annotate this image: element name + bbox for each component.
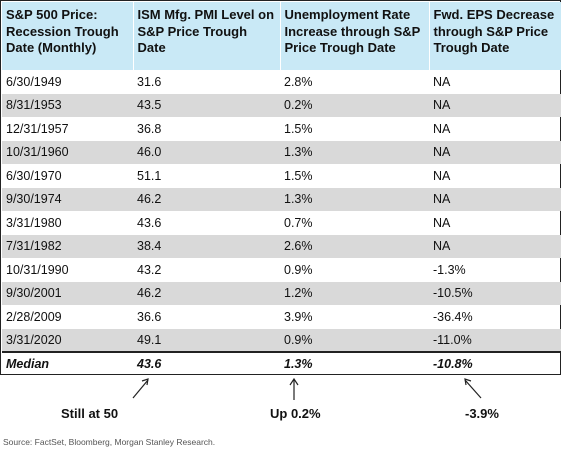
header-trough-date: S&P 500 Price: Recession Trough Date (Mo…: [2, 2, 134, 70]
cell-pmi: 46.0: [133, 140, 280, 164]
cell-date: 6/30/1949: [6, 74, 62, 89]
cell-date: 3/31/2020: [2, 328, 133, 352]
annotation-unemployment: Up 0.2%: [270, 406, 321, 421]
table-row: 9/30/2001 46.2 1.2% -10.5%: [2, 281, 561, 305]
cell-eps: -1.3%: [433, 262, 466, 277]
cell-pmi: 36.8: [137, 121, 162, 136]
median-pmi: 43.6: [133, 351, 280, 374]
table-row: 7/31/1982 38.4 2.6% NA: [2, 234, 561, 258]
table-row: 6/30/1949 31.6 2.8% NA: [2, 70, 561, 94]
table-row: 8/31/1953 43.5 0.2% NA: [2, 93, 561, 117]
cell-unemployment: 1.3%: [280, 187, 429, 211]
cell-unemployment: 2.8%: [284, 74, 313, 89]
cell-pmi: 43.6: [137, 215, 162, 230]
cell-date: 3/31/1980: [6, 215, 62, 230]
table-row: 3/31/1980 43.6 0.7% NA: [2, 211, 561, 235]
median-eps: -10.8%: [429, 351, 561, 374]
cell-pmi: 46.2: [133, 281, 280, 305]
cell-pmi: 38.4: [133, 234, 280, 258]
recession-trough-table: S&P 500 Price: Recession Trough Date (Mo…: [2, 2, 561, 374]
cell-eps: -11.0%: [429, 328, 561, 352]
median-label: Median: [2, 351, 133, 374]
header-fwd-eps: Fwd. EPS Decrease through S&P Price Trou…: [429, 2, 561, 70]
annotation-pmi: Still at 50: [61, 406, 119, 421]
cell-pmi: 51.1: [137, 168, 162, 183]
median-row: Median 43.6 1.3% -10.8%: [2, 351, 561, 374]
cell-date: 7/31/1982: [2, 234, 133, 258]
median-unemployment: 1.3%: [280, 351, 429, 374]
cell-eps: NA: [433, 121, 451, 136]
table-row: 6/30/1970 51.1 1.5% NA: [2, 164, 561, 188]
cell-date: 10/31/1960: [2, 140, 133, 164]
header-unemployment: Unemployment Rate Increase through S&P P…: [280, 2, 430, 70]
cell-eps: NA: [429, 93, 561, 117]
cell-pmi: 46.2: [133, 187, 280, 211]
header-row: S&P 500 Price: Recession Trough Date (Mo…: [2, 2, 561, 70]
cell-unemployment: 1.5%: [284, 121, 313, 136]
cell-eps: NA: [433, 168, 451, 183]
cell-unemployment: 1.2%: [280, 281, 429, 305]
cell-pmi: 43.5: [133, 93, 280, 117]
cell-date: 2/28/2009: [6, 309, 62, 324]
cell-pmi: 43.2: [137, 262, 162, 277]
cell-pmi: 49.1: [133, 328, 280, 352]
cell-date: 10/31/1990: [6, 262, 69, 277]
table-row: 9/30/1974 46.2 1.3% NA: [2, 187, 561, 211]
cell-eps: NA: [429, 234, 561, 258]
cell-eps: -10.5%: [429, 281, 561, 305]
table-row: 2/28/2009 36.6 3.9% -36.4%: [2, 305, 561, 329]
table-frame: S&P 500 Price: Recession Trough Date (Mo…: [0, 0, 561, 375]
cell-unemployment: 3.9%: [284, 309, 313, 324]
cell-date: 8/31/1953: [2, 93, 133, 117]
cell-unemployment: 0.7%: [284, 215, 313, 230]
cell-unemployment: 1.3%: [280, 140, 429, 164]
table-row: 12/31/1957 36.8 1.5% NA: [2, 117, 561, 141]
table-row: 3/31/2020 49.1 0.9% -11.0%: [2, 328, 561, 352]
cell-eps: NA: [433, 74, 451, 89]
cell-eps: NA: [429, 187, 561, 211]
cell-unemployment: 1.5%: [284, 168, 313, 183]
cell-date: 9/30/2001: [2, 281, 133, 305]
cell-date: 6/30/1970: [6, 168, 62, 183]
cell-pmi: 31.6: [137, 74, 162, 89]
cell-unemployment: 0.2%: [280, 93, 429, 117]
table-row: 10/31/1960 46.0 1.3% NA: [2, 140, 561, 164]
cell-unemployment: 0.9%: [284, 262, 313, 277]
cell-unemployment: 0.9%: [280, 328, 429, 352]
cell-date: 9/30/1974: [2, 187, 133, 211]
cell-eps: NA: [433, 215, 451, 230]
annotation-eps: -3.9%: [465, 406, 499, 421]
header-ism-pmi: ISM Mfg. PMI Level on S&P Price Trough D…: [133, 2, 281, 70]
cell-eps: -36.4%: [433, 309, 473, 324]
cell-date: 12/31/1957: [6, 121, 69, 136]
source-note: Source: FactSet, Bloomberg, Morgan Stanl…: [3, 437, 216, 447]
table-row: 10/31/1990 43.2 0.9% -1.3%: [2, 258, 561, 282]
cell-unemployment: 2.6%: [280, 234, 429, 258]
cell-eps: NA: [429, 140, 561, 164]
cell-pmi: 36.6: [137, 309, 162, 324]
